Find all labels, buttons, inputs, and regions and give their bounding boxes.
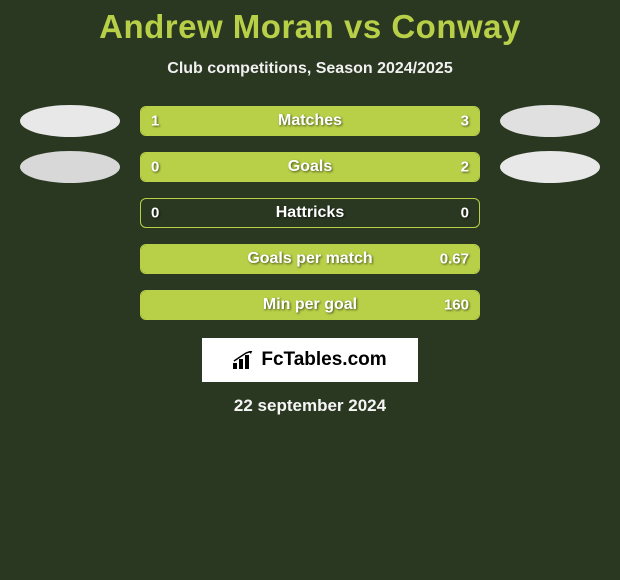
stat-rows: 1Matches3 0Goals2 0Hattricks0 Goals per mat… [0, 106, 620, 320]
stat-row: 0Hattricks0 [0, 198, 620, 228]
bar-fill-right [226, 107, 480, 135]
stat-bar: 0Goals2 [140, 152, 480, 182]
stat-value-left: 0 [151, 205, 159, 222]
chart-icon [233, 351, 255, 369]
player-avatar-right [500, 151, 600, 183]
stat-bar: 1Matches3 [140, 106, 480, 136]
stat-bar: 0Hattricks0 [140, 198, 480, 228]
comparison-chart: Andrew Moran vs Conway Club competitions… [0, 0, 620, 416]
bar-fill-right [141, 245, 479, 273]
subtitle: Club competitions, Season 2024/2025 [0, 60, 620, 78]
stat-row: 0Goals2 [0, 152, 620, 182]
page-title: Andrew Moran vs Conway [0, 8, 620, 46]
bar-fill-left [141, 107, 226, 135]
stat-label: Hattricks [141, 204, 479, 222]
player-avatar-left [20, 105, 120, 137]
player-avatar-left [20, 151, 120, 183]
logo-text: FcTables.com [261, 349, 386, 371]
stat-row: Goals per match0.67 [0, 244, 620, 274]
bar-fill-right [141, 291, 479, 319]
stat-row: 1Matches3 [0, 106, 620, 136]
stat-bar: Min per goal160 [140, 290, 480, 320]
date-text: 22 september 2024 [0, 396, 620, 416]
logo-box: FcTables.com [202, 338, 418, 382]
stat-value-right: 0 [461, 205, 469, 222]
player-avatar-right [500, 105, 600, 137]
stat-row: Min per goal160 [0, 290, 620, 320]
stat-bar: Goals per match0.67 [140, 244, 480, 274]
bar-fill-right [141, 153, 479, 181]
